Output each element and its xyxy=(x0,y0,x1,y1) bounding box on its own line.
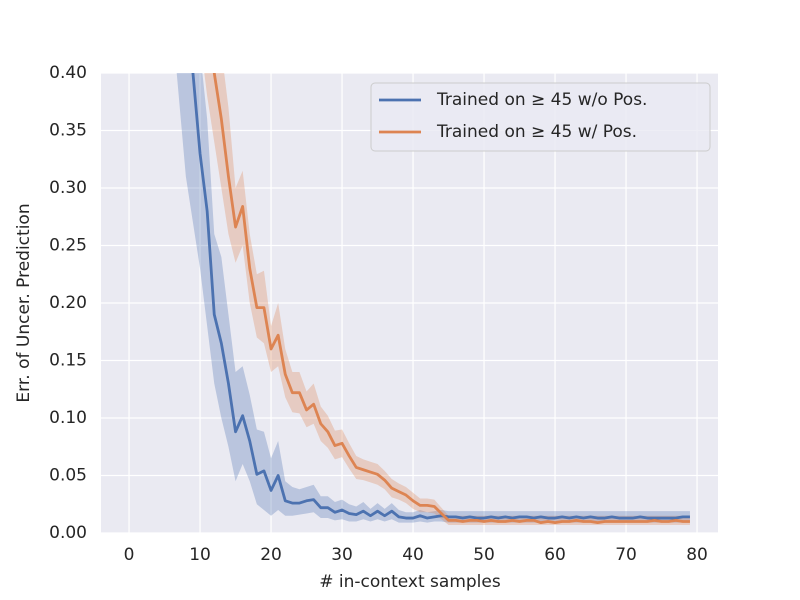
y-tick-label: 0.15 xyxy=(49,351,87,371)
y-tick-label: 0.05 xyxy=(49,466,87,486)
y-tick-label: 0.30 xyxy=(49,178,87,198)
y-tick-label: 0.20 xyxy=(49,293,87,313)
x-axis-label: # in-context samples xyxy=(319,572,501,592)
lines xyxy=(191,73,690,525)
legend-label: Trained on ≥ 45 w/ Pos. xyxy=(436,122,637,142)
legend-box xyxy=(370,82,711,152)
y-axis-label: Err. of Uncer. Prediction xyxy=(14,203,34,402)
y-tick-label: 0.35 xyxy=(49,121,87,141)
x-tick-label: 30 xyxy=(331,545,353,565)
x-tick-label: 10 xyxy=(189,545,211,565)
legend-label: Trained on ≥ 45 w/o Pos. xyxy=(436,90,647,110)
x-tick-label: 60 xyxy=(544,545,566,565)
line xyxy=(191,73,690,520)
x-tick-label: 0 xyxy=(124,545,135,565)
y-tick-label: 0.25 xyxy=(49,236,87,256)
x-tick-label: 40 xyxy=(402,545,424,565)
y-tick-label: 0.10 xyxy=(49,408,87,428)
y-tick-label: 0.40 xyxy=(49,63,87,83)
x-tick-label: 70 xyxy=(615,545,637,565)
legend: Trained on ≥ 45 w/o Pos. Trained on ≥ 45 … xyxy=(370,82,711,152)
x-tick-label: 80 xyxy=(686,545,708,565)
line xyxy=(212,73,690,525)
y-tick-label: 0.00 xyxy=(49,523,87,543)
x-tick-label: 50 xyxy=(473,545,495,565)
x-tick-label: 20 xyxy=(260,545,282,565)
ticks: 0 10 20 30 40 50 60 70 80 0.00 0.05 0.10 0.15 0.20 0.2… xyxy=(49,63,708,565)
